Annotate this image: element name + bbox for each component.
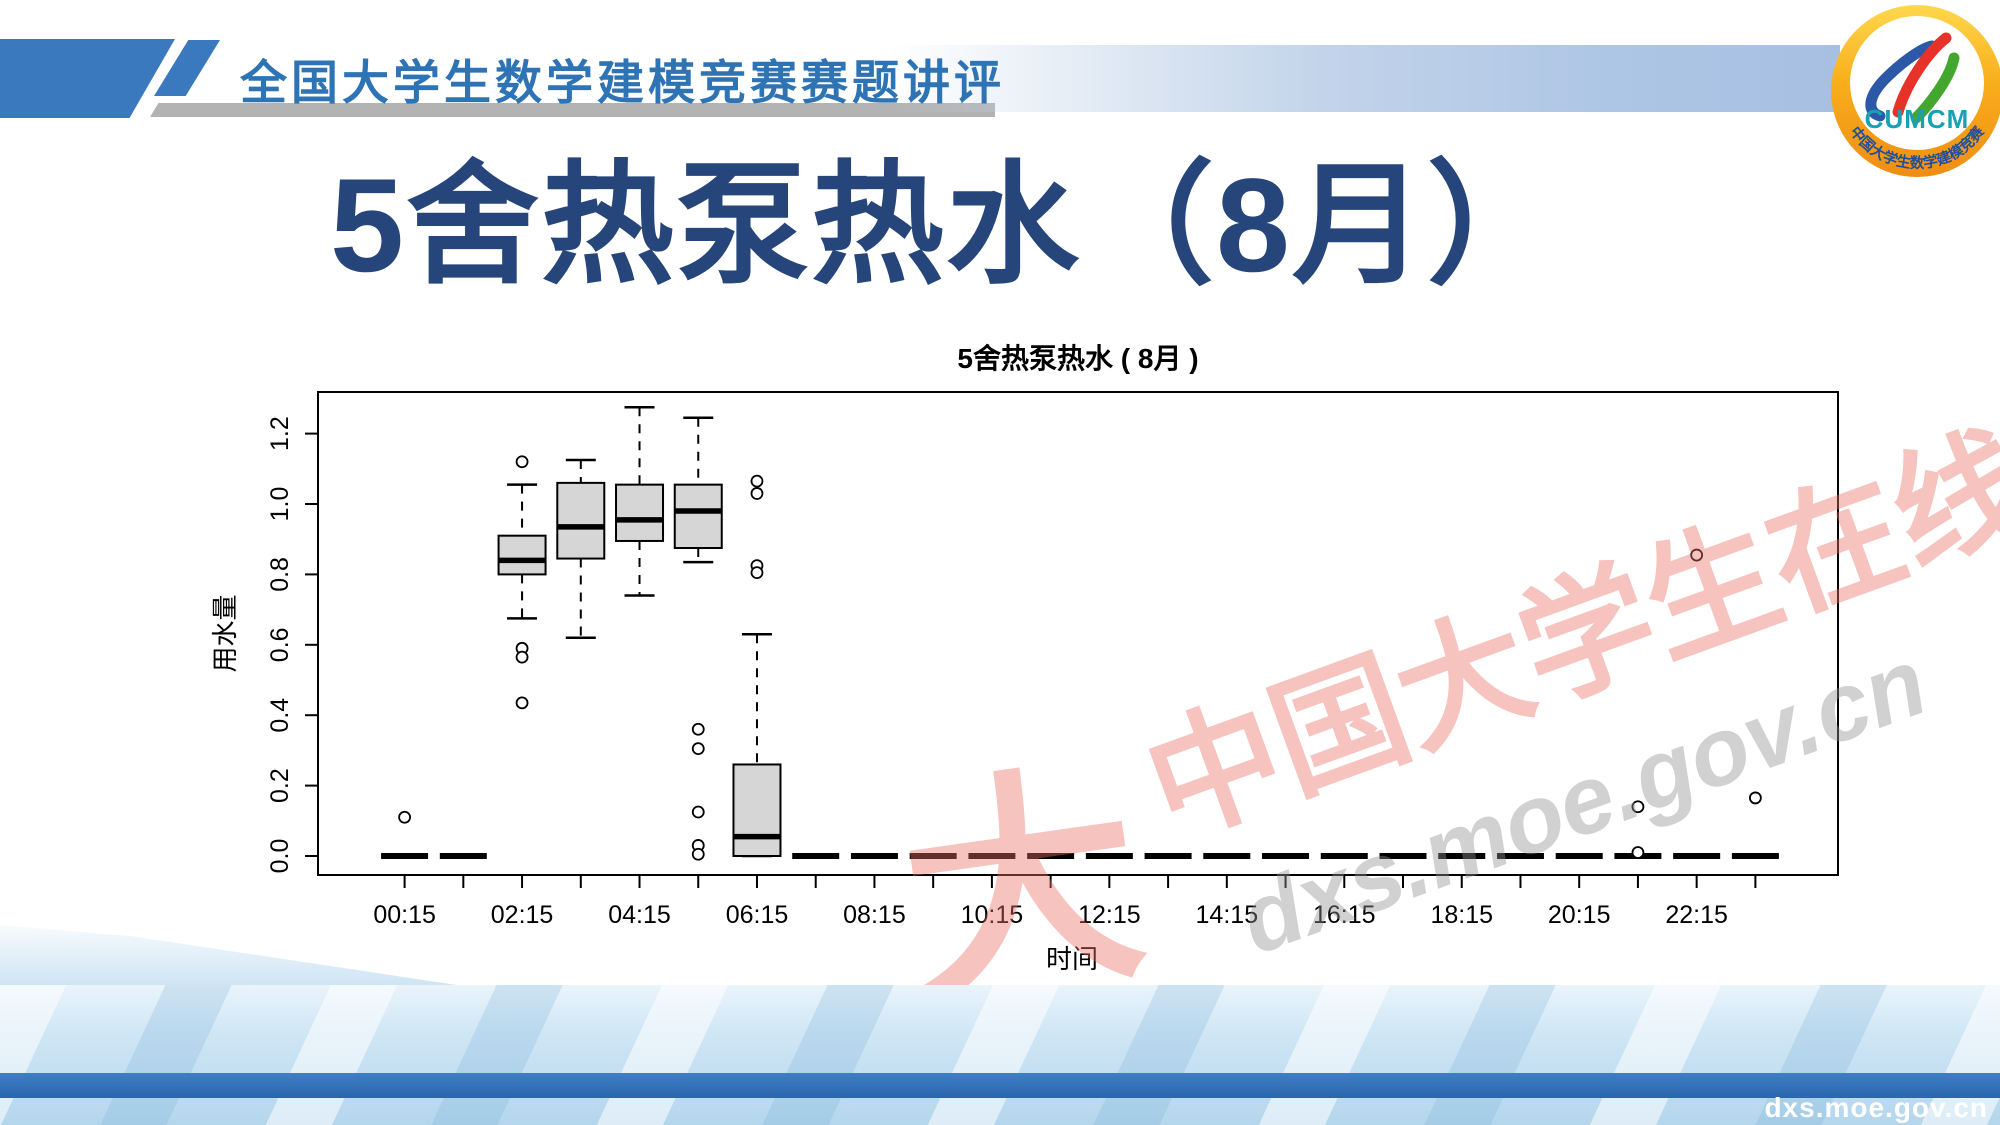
y-tick-label: 1.0: [266, 487, 294, 522]
x-tick-label: 22:15: [1665, 901, 1728, 929]
footer-waves: [0, 985, 2000, 1125]
header-gray-underline: [150, 103, 995, 117]
cumcm-logo: CUMCM 中国大学生数学建模竞赛: [1828, 0, 2000, 182]
x-tick-label: 10:15: [961, 901, 1024, 929]
outlier-point: [691, 722, 705, 736]
x-tick-label: 04:15: [608, 901, 671, 929]
outlier-point: [691, 805, 705, 819]
x-tick-label: 14:15: [1196, 901, 1259, 929]
outlier-point: [750, 487, 764, 500]
chart-title: 5舍热泵热水 ( 8月 ): [957, 342, 1198, 374]
box: [732, 763, 782, 857]
x-tick-label: 00:15: [373, 901, 436, 929]
y-tick-label: 0.8: [266, 557, 294, 592]
x-tick-label: 06:15: [726, 901, 789, 929]
x-tick-label: 12:15: [1078, 901, 1141, 929]
y-tick-label: 0.6: [266, 627, 294, 662]
y-tick-label: 0.0: [266, 839, 294, 874]
box: [497, 534, 547, 576]
y-tick-label: 1.2: [266, 416, 294, 451]
y-axis-title: 用水量: [210, 594, 240, 672]
x-tick-label: 02:15: [491, 901, 554, 929]
outlier-point: [750, 474, 764, 488]
outlier-point: [1690, 548, 1704, 562]
outlier-point: [1748, 791, 1762, 805]
x-tick-label: 18:15: [1430, 901, 1493, 929]
footer-blue-bar: [0, 1073, 2000, 1098]
outlier-point: [1631, 800, 1645, 814]
x-tick-label: 20:15: [1548, 901, 1611, 929]
outlier-point: [691, 742, 705, 756]
header-gradient-band: [890, 45, 1840, 112]
x-tick-label: 08:15: [843, 901, 906, 929]
footer-wave-streaks: [0, 985, 2000, 1125]
outlier-point: [515, 696, 529, 710]
x-axis-title: 时间: [1046, 944, 1098, 974]
outlier-point: [1631, 846, 1645, 859]
y-tick-label: 0.4: [266, 698, 294, 733]
box: [556, 481, 606, 560]
x-tick-label: 16:15: [1313, 901, 1376, 929]
y-tick-label: 0.2: [266, 768, 294, 803]
outlier-point: [691, 847, 705, 861]
outlier-point: [515, 650, 529, 664]
cumcm-logo-graphic: CUMCM 中国大学生数学建模竞赛: [1831, 5, 2000, 177]
header-title: 全国大学生数学建模竞赛赛题讲评: [240, 56, 1005, 109]
slide-title: 5舍热泵热水（8月）: [330, 152, 1562, 300]
outlier-point: [750, 566, 764, 580]
outlier-point: [398, 810, 412, 824]
box: [673, 483, 723, 550]
outlier-point: [515, 455, 529, 469]
cumcm-acronym: CUMCM: [1865, 104, 1970, 134]
footer-url: dxs.moe.gov.cn: [1764, 1092, 1988, 1123]
box: [615, 483, 665, 542]
